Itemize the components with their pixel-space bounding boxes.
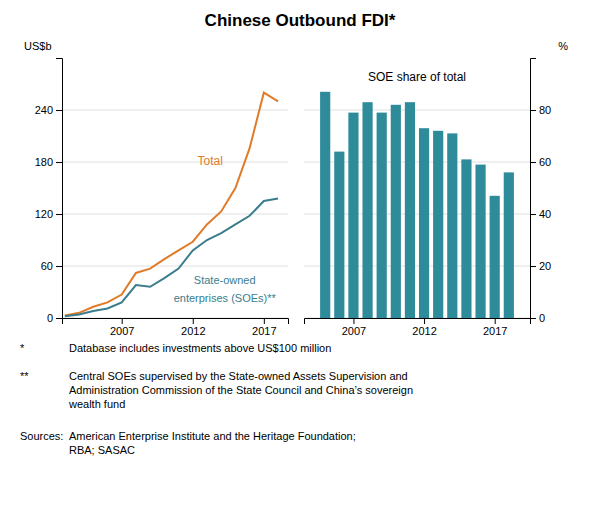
bar [362,102,372,318]
x-axis: 2007 2012 2017 [305,318,531,337]
x-tick-label: 2017 [483,325,507,337]
bar [447,133,457,318]
bar [320,92,330,318]
y-tick: 60 [530,156,551,168]
grid-line [62,266,288,267]
x-tick: 2017 [252,318,276,337]
y-tick-label: 180 [35,156,53,168]
y-tick-mark [56,214,62,215]
bar [461,159,471,318]
y-tick: 20 [530,260,551,272]
bar [504,172,514,318]
x-tick: 2012 [181,318,205,337]
bar [433,131,443,318]
x-tick-label: 2007 [110,325,134,337]
y-axis-line [56,59,63,319]
bar [405,102,415,318]
y-axis: 0 60 120 180 240 [35,59,63,325]
bar [334,152,344,318]
y-tick: 120 [35,208,62,220]
x-tick-label: 2012 [181,325,205,337]
grid [304,110,530,318]
grid-line [62,162,288,163]
footnote-text: American Enterprise Institute and the He… [69,430,356,456]
x-tick-mark [264,318,265,324]
y-axis: 0 20 40 60 80 [530,59,551,325]
y-tick-mark [56,266,62,267]
footnote-marker: Sources: [20,430,63,442]
footnote-text: Database includes investments above US$1… [69,342,331,354]
y-tick-mark [56,318,62,319]
x-axis-line [305,319,531,325]
y-tick: 80 [530,104,551,116]
y-tick: 180 [35,156,62,168]
footnotes: * Database includes investments above US$… [20,342,413,456]
grid-line [304,110,530,111]
footnote-marker: * [20,342,25,354]
x-tick-label: 2017 [252,325,276,337]
footnote-marker: ** [20,370,29,382]
bar [490,196,500,318]
y-tick-mark [56,110,62,111]
x-tick-label: 2007 [342,325,366,337]
y-tick-mark [56,162,62,163]
bar [348,113,358,318]
y-tick-label: 20 [539,260,551,272]
grid-line [62,110,288,111]
y-axis-title: % [558,40,568,52]
y-axis-title: US$b [24,40,52,52]
series-label: State-ownedenterprises (SOEs)** [174,274,277,304]
x-tick: 2012 [412,318,436,337]
y-tick: 60 [41,260,62,272]
x-tick-mark [193,318,194,324]
y-tick-label: 120 [35,208,53,220]
y-tick-label: 40 [539,208,551,220]
x-tick-label: 2012 [412,325,436,337]
y-tick: 0 [47,312,62,324]
grid [62,110,288,318]
footnote-text: Central SOEs supervised by the State-own… [68,370,413,410]
x-axis: 2007 2012 2017 [63,318,289,337]
panel-title: SOE share of total [368,70,466,84]
y-tick-label: 0 [539,312,545,324]
bars [320,92,514,318]
y-tick-label: 60 [539,156,551,168]
y-tick-label: 80 [539,104,551,116]
right-panel: 2007 2012 2017 0 20 40 60 80% SOE share of total [304,40,568,337]
bar [419,128,429,318]
y-tick: 240 [35,104,62,116]
x-tick: 2007 [110,318,134,337]
grid-line [62,214,288,215]
chart: Chinese Outbound FDI* 2007 2012 2017 0 60 120 1… [0,0,600,532]
series-label: Total [198,154,223,168]
y-tick-label: 240 [35,104,53,116]
line [65,198,278,316]
lines [65,93,278,317]
bar [391,105,401,318]
bar [377,113,387,318]
title: Chinese Outbound FDI* [205,11,396,30]
y-tick-label: 0 [47,312,53,324]
x-tick: 2017 [483,318,507,337]
bar [475,165,485,318]
y-tick: 40 [530,208,551,220]
x-axis-line [63,319,289,325]
y-axis-line [531,59,537,319]
line [65,93,278,316]
x-tick-mark [122,318,123,324]
x-tick: 2007 [342,318,366,337]
left-panel: 2007 2012 2017 0 60 120 180 240 US$b Total State-o… [24,40,289,337]
y-tick-label: 60 [41,260,53,272]
